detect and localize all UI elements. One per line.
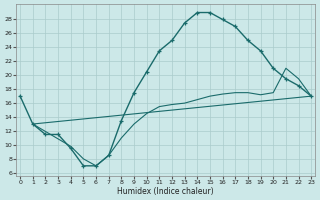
- X-axis label: Humidex (Indice chaleur): Humidex (Indice chaleur): [117, 187, 214, 196]
